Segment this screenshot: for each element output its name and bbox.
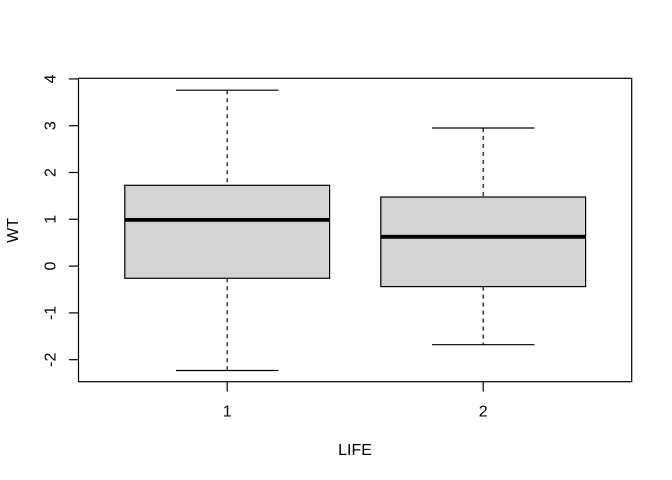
svg-text:-1: -1 — [43, 306, 60, 320]
svg-text:-2: -2 — [43, 352, 60, 366]
svg-text:2: 2 — [479, 404, 488, 421]
svg-text:1: 1 — [223, 404, 232, 421]
svg-text:3: 3 — [43, 121, 60, 130]
svg-text:2: 2 — [43, 168, 60, 177]
svg-text:1: 1 — [43, 215, 60, 224]
svg-text:WT: WT — [5, 218, 22, 243]
svg-text:0: 0 — [43, 262, 60, 271]
svg-text:4: 4 — [43, 74, 60, 83]
svg-text:LIFE: LIFE — [338, 442, 372, 459]
